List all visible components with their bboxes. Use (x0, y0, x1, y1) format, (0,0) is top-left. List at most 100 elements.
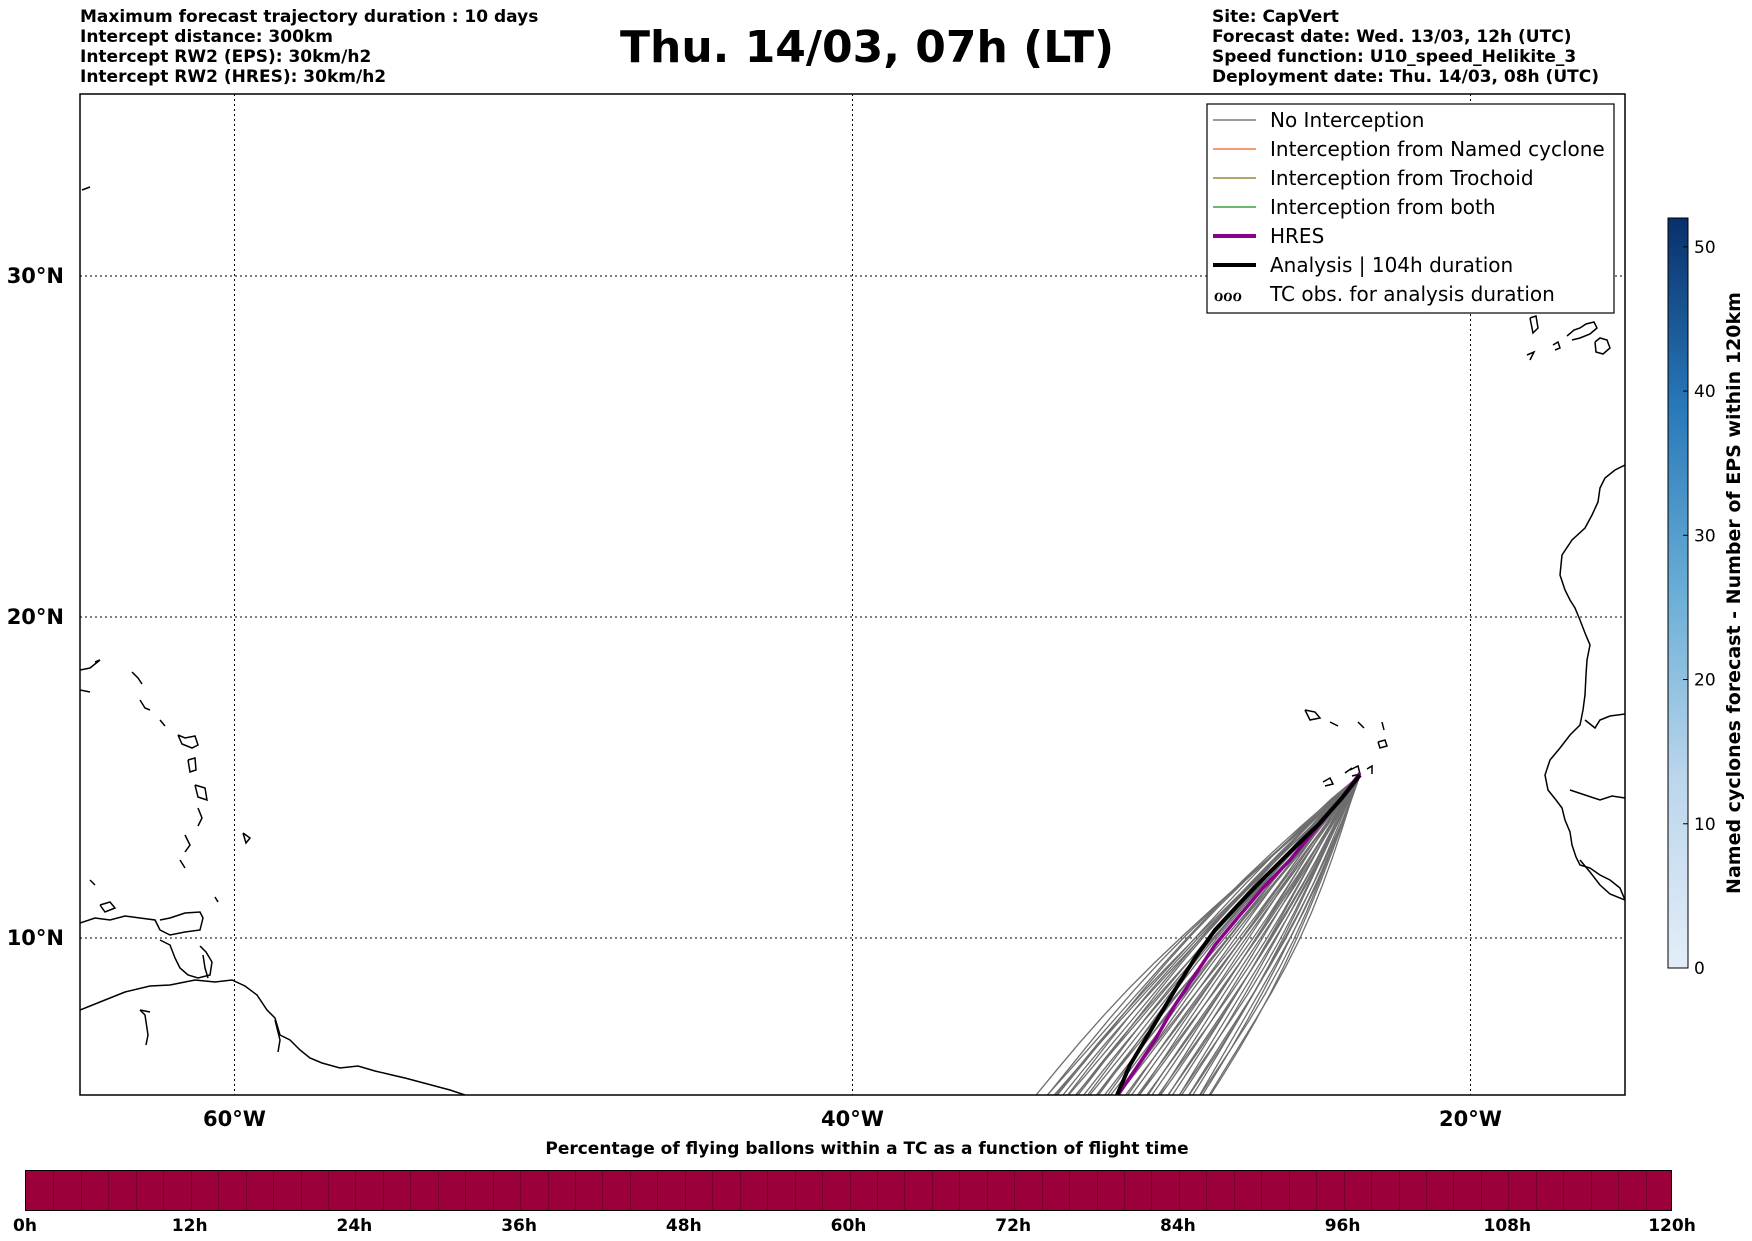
time-bar-tick (437, 1171, 439, 1210)
colorbar-tick-label: 0 (1694, 959, 1705, 979)
time-bar-tick (1425, 1171, 1427, 1210)
eps-trajectory (1199, 774, 1361, 1095)
map-frame (79, 93, 1626, 1096)
coastline-west (80, 186, 466, 1095)
time-bar-tick (602, 1171, 604, 1210)
analysis-trajectory (1115, 773, 1362, 1095)
time-bar-tick (273, 1171, 275, 1210)
time-bar-label: 84h (1160, 1216, 1196, 1236)
legend-label: Interception from Trochoid (1270, 166, 1534, 190)
time-bar-tick (163, 1171, 165, 1210)
time-bar-tick (53, 1171, 55, 1210)
legend-box (1206, 103, 1615, 314)
header-right-info: Site: CapVert Forecast date: Wed. 13/03,… (1212, 7, 1599, 87)
eps-trajectory (1136, 774, 1361, 1095)
header-right-line: Site: CapVert (1212, 7, 1339, 27)
colorbar-tick-label: 30 (1694, 526, 1716, 546)
header-left-line: Maximum forecast trajectory duration : 1… (80, 7, 539, 27)
time-bar-tick (876, 1171, 878, 1210)
time-bar-tick (904, 1171, 906, 1210)
eps-trajectory (1208, 774, 1361, 1095)
eps-trajectory (1116, 774, 1361, 1095)
time-bar-tick (1453, 1171, 1455, 1210)
time-bar-label: 12h (171, 1216, 208, 1236)
legend-label: No Interception (1270, 108, 1424, 132)
time-bar-tick (1233, 1171, 1235, 1210)
header-left-line: Intercept RW2 (EPS): 30km/h2 (80, 47, 372, 67)
latitude-label: 30°N (7, 264, 64, 288)
time-bar-tick (410, 1171, 412, 1210)
longitude-label: 40°W (821, 1107, 884, 1131)
time-bar-tick (135, 1171, 137, 1210)
time-bar-tick (959, 1171, 961, 1210)
time-bar-tick (1261, 1171, 1263, 1210)
time-bar-tick (1590, 1171, 1592, 1210)
time-bar-label: 60h (830, 1216, 867, 1236)
eps-trajectory (1157, 774, 1361, 1095)
legend: No Interception Interception from Named c… (1206, 103, 1615, 314)
header-left-line: Intercept RW2 (HRES): 30km/h2 (80, 67, 387, 87)
latitude-label: 10°N (7, 926, 64, 950)
time-bar-tick (327, 1171, 329, 1210)
eps-trajectory (1167, 774, 1361, 1095)
time-bar-label: 72h (995, 1216, 1032, 1236)
legend-label: Interception from Named cyclone (1270, 137, 1605, 161)
time-bar-tick (767, 1171, 769, 1210)
header-left-line: Intercept distance: 300km (80, 27, 333, 47)
time-bar-tick (300, 1171, 302, 1210)
time-bar-tick (190, 1171, 192, 1210)
eps-trajectory (1035, 774, 1361, 1095)
time-bar-tick (1508, 1171, 1510, 1210)
time-bar-tick (1178, 1171, 1180, 1210)
time-bar-tick (520, 1171, 522, 1210)
time-bar-tick (712, 1171, 714, 1210)
eps-trajectory (1187, 774, 1361, 1095)
time-bar-label: 120h (1648, 1216, 1696, 1236)
coastline-east (1304, 315, 1625, 901)
time-bar-tick (355, 1171, 357, 1210)
time-bar-tick (794, 1171, 796, 1210)
eps-trajectory (1209, 774, 1361, 1095)
eps-trajectory (1188, 774, 1361, 1095)
colorbar-gradient (1667, 217, 1689, 969)
time-bar-tick (1371, 1171, 1373, 1210)
time-bar-tick (629, 1171, 631, 1210)
time-bar-tick (1041, 1171, 1043, 1210)
map-area (80, 94, 1625, 1095)
time-bar-title: Percentage of flying ballons within a TC… (545, 1139, 1189, 1159)
time-bar-tick (931, 1171, 933, 1210)
time-bar-tick (1069, 1171, 1071, 1210)
time-bar-tick (1288, 1171, 1290, 1210)
time-bar-tick (1151, 1171, 1153, 1210)
time-bar (25, 1170, 1672, 1211)
time-bar-tick (1014, 1171, 1016, 1210)
colorbar-tick-label: 20 (1694, 671, 1716, 691)
time-bar-tick (657, 1171, 659, 1210)
page-title: Thu. 14/03, 07h (LT) (620, 22, 1115, 73)
time-bar-tick (382, 1171, 384, 1210)
legend-label: Interception from both (1270, 195, 1496, 219)
time-bar-tick (1206, 1171, 1208, 1210)
header-right-line: Forecast date: Wed. 13/03, 12h (UTC) (1212, 27, 1572, 47)
legend-label: TC obs. for analysis duration (1269, 282, 1555, 306)
time-bar-tick (245, 1171, 247, 1210)
latitude-label: 20°N (7, 605, 64, 629)
time-bar-tick (1618, 1171, 1620, 1210)
header-left-info: Maximum forecast trajectory duration : 1… (80, 7, 538, 87)
time-bar-tick (1563, 1171, 1565, 1210)
time-bar-tick (986, 1171, 988, 1210)
time-bar-tick (465, 1171, 467, 1210)
time-bar-tick (1124, 1171, 1125, 1210)
colorbar-tick-label: 10 (1694, 815, 1716, 835)
longitude-label: 60°W (203, 1107, 266, 1131)
time-bar-tick (547, 1171, 549, 1210)
colorbar: 0 10 20 30 40 50 Named cyclones forecast - Nu… (1667, 217, 1745, 979)
time-bar-label: 108h (1483, 1216, 1532, 1236)
colorbar-tick-label: 40 (1694, 382, 1716, 402)
time-bar-tick (822, 1171, 824, 1210)
time-bar-tick (80, 1171, 82, 1210)
time-bar-tick (1398, 1171, 1400, 1210)
eps-trajectory (1138, 774, 1361, 1095)
legend-label: Analysis | 104h duration (1270, 253, 1513, 277)
